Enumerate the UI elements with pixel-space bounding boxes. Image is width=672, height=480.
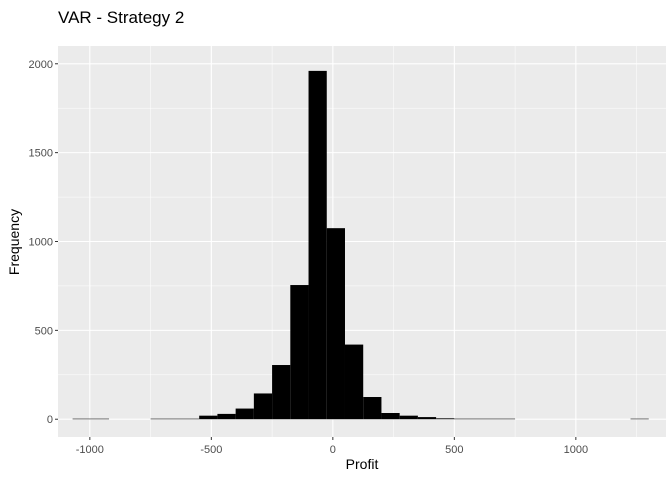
histogram-bar (381, 413, 400, 420)
y-tick-label: 2000 (29, 59, 53, 71)
histogram-bar (326, 228, 345, 420)
y-tick-label: 500 (35, 325, 53, 337)
histogram-bar (290, 285, 309, 420)
y-tick-label: 0 (47, 414, 53, 426)
histogram-bar (235, 408, 254, 420)
x-tick-label: 1000 (564, 444, 588, 456)
x-tick-label: 500 (445, 444, 463, 456)
chart-title: VAR - Strategy 2 (58, 8, 184, 27)
x-tick-label: 0 (330, 444, 336, 456)
histogram-bar (217, 413, 236, 420)
x-tick-label: -500 (200, 444, 222, 456)
histogram-bar (630, 418, 649, 420)
histogram-bar (344, 344, 364, 420)
histogram-bar (272, 365, 291, 420)
histogram-bar (436, 418, 455, 420)
histogram-bar (150, 418, 200, 420)
x-axis-title: Profit (346, 456, 379, 472)
x-tick-label: -1000 (76, 444, 104, 456)
histogram-bar (399, 415, 418, 420)
y-axis-ticks: 0 500 1000 1500 2000 (29, 59, 58, 426)
histogram-bar (253, 393, 273, 420)
histogram-bars (72, 70, 649, 420)
histogram-bar (454, 418, 516, 420)
histogram-bar (72, 418, 110, 420)
y-axis-title: Frequency (6, 209, 22, 275)
y-tick-label: 1500 (29, 148, 53, 160)
y-tick-label: 1000 (29, 237, 53, 249)
histogram-bar (199, 415, 218, 420)
histogram-bar (417, 417, 437, 420)
histogram-bar (363, 397, 382, 420)
histogram-bar (308, 70, 327, 420)
x-axis-ticks: -1000 -500 0 500 1000 (76, 437, 588, 456)
